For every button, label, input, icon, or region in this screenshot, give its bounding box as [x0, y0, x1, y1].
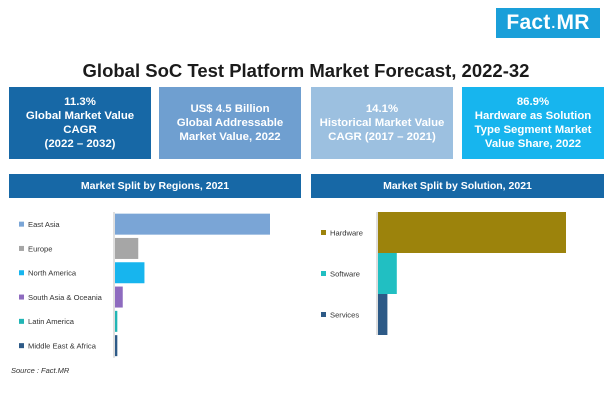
regions-chart-title: Market Split by Regions, 2021: [9, 174, 301, 198]
kpi-value: 86.9%: [516, 96, 550, 108]
bar-software: [378, 253, 397, 294]
page-title: Global SoC Test Platform Market Forecast…: [82, 60, 530, 81]
legend-swatch-middle-east-africa: [19, 343, 24, 349]
logo-dot: .: [551, 15, 556, 31]
kpi-value: US$ 4.5 Billion: [190, 103, 270, 115]
kpi-label-line: Global Market Value: [25, 110, 135, 122]
category-label-east-asia: East Asia: [28, 220, 60, 229]
bar-middle-east-africa: [115, 335, 118, 357]
legend-swatch-hardware: [321, 230, 326, 235]
category-label-services: Services: [330, 310, 359, 319]
kpi-label-line: CAGR: [63, 124, 97, 136]
kpi-label-line: Value Share, 2022: [484, 138, 582, 150]
solution-chart-title: Market Split by Solution, 2021: [311, 174, 604, 198]
bar-east-asia: [115, 213, 270, 235]
legend-swatch-europe: [19, 245, 24, 251]
kpi-label-line: Global Addressable: [176, 117, 284, 129]
category-label-hardware: Hardware: [330, 228, 363, 237]
bar-latin-america: [115, 310, 118, 332]
legend-swatch-software: [321, 271, 326, 276]
kpi-box-cagr: 11.3% Global Market Value CAGR (2022 – 2…: [9, 87, 151, 159]
category-label-europe: Europe: [28, 244, 53, 253]
bar-north-america: [115, 262, 145, 284]
bar-europe: [115, 237, 139, 259]
bar-hardware: [378, 212, 566, 253]
logo-text-left: Fact: [506, 11, 551, 34]
source-note: Source : Fact.MR: [11, 366, 70, 375]
kpi-label-line: Historical Market Value: [319, 117, 445, 129]
category-label-north-america: North America: [28, 269, 77, 278]
kpi-label-line: CAGR (2017 – 2021): [328, 131, 436, 143]
kpi-label-line: (2022 – 2032): [44, 138, 116, 150]
category-label-latin-america: Latin America: [28, 317, 75, 326]
category-label-south-asia-oceania: South Asia & Oceania: [28, 293, 103, 302]
category-label-software: Software: [330, 269, 360, 278]
kpi-label-line: Market Value, 2022: [179, 131, 281, 143]
legend-swatch-services: [321, 312, 326, 317]
bar-south-asia-oceania: [115, 286, 123, 308]
bar-services: [378, 294, 388, 335]
kpi-label-line: Type Segment Market: [474, 124, 592, 136]
kpi-value: 14.1%: [365, 103, 399, 115]
legend-swatch-latin-america: [19, 318, 24, 324]
legend-swatch-north-america: [19, 270, 24, 276]
kpi-box-historical-cagr: 14.1% Historical Market Value CAGR (2017…: [311, 87, 453, 159]
kpi-box-hardware-share: 86.9% Hardware as Solution Type Segment …: [462, 87, 604, 159]
kpi-box-market-value: US$ 4.5 Billion Global Addressable Marke…: [159, 87, 301, 159]
logo-text-right: MR: [556, 11, 590, 34]
legend-swatch-east-asia: [19, 221, 24, 227]
category-label-middle-east-africa: Middle East & Africa: [28, 341, 97, 350]
kpi-value: 11.3%: [64, 96, 96, 108]
legend-swatch-south-asia-oceania: [19, 294, 24, 300]
factmr-logo: Fact. MR: [496, 8, 600, 38]
kpi-label-line: Hardware as Solution: [474, 110, 592, 122]
